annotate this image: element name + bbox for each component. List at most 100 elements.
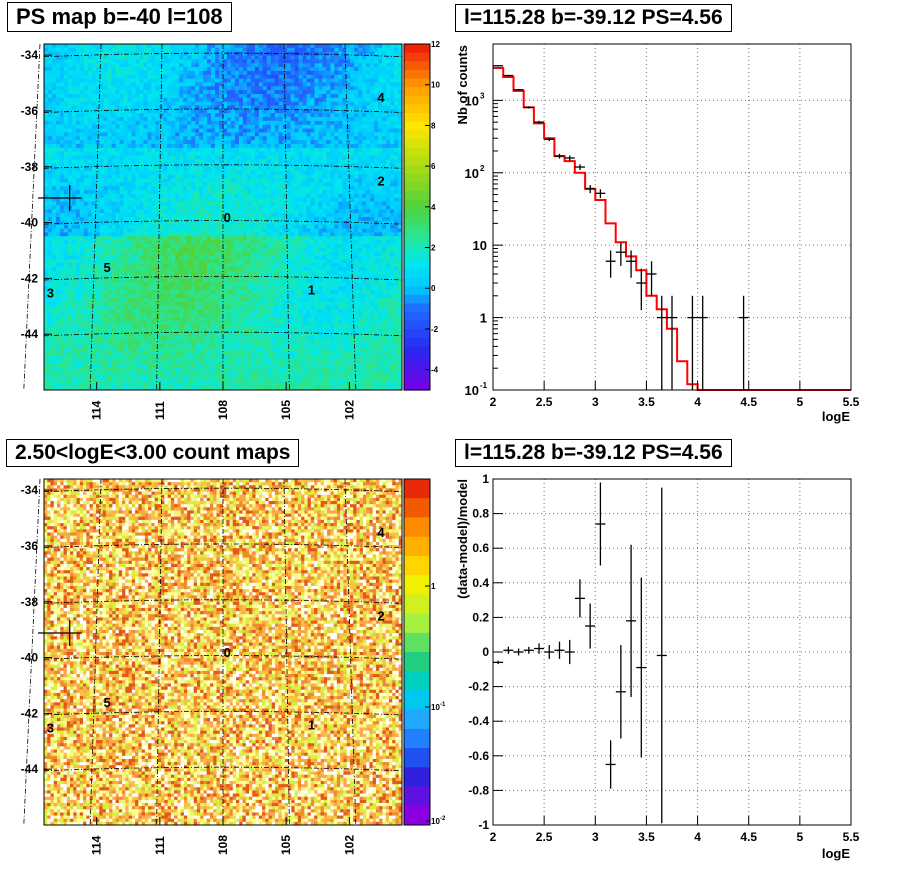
heatmap-cell [238, 128, 244, 133]
heatmap-cell [99, 220, 105, 226]
heatmap-cell [207, 82, 212, 87]
heatmap-cell [207, 355, 212, 360]
heatmap-cell [254, 293, 260, 299]
heatmap-cell [211, 136, 216, 141]
heatmap-cell [103, 128, 109, 133]
heatmap-cell [87, 124, 93, 129]
heatmap-cell [246, 147, 252, 153]
heatmap-cell [135, 378, 140, 383]
heatmap-cell [238, 101, 244, 106]
heatmap-cell [83, 347, 89, 352]
heatmap-cell [47, 55, 53, 60]
heatmap-cell [139, 305, 144, 310]
heatmap-cell [187, 105, 192, 110]
heatmap-cell [242, 309, 248, 314]
heatmap-cell [262, 67, 268, 72]
heatmap-cell [183, 290, 188, 295]
heatmap-cell [87, 55, 93, 60]
heatmap-cell [230, 101, 236, 106]
heatmap-cell [234, 70, 240, 76]
heatmap-cell [167, 151, 172, 156]
heatmap-cell [63, 340, 69, 345]
heatmap-cell [234, 47, 240, 53]
heatmap-cell [151, 240, 156, 245]
heatmap-cell [103, 55, 109, 60]
heatmap-cell [111, 251, 116, 256]
heatmap-cell [115, 90, 120, 95]
heatmap-cell [219, 90, 224, 95]
heatmap-cell [151, 320, 156, 326]
heatmap-cell [83, 324, 89, 329]
heatmap-cell [83, 382, 89, 387]
heatmap-cell [59, 386, 65, 391]
heatmap-cell [147, 255, 152, 260]
heatmap-cell [63, 140, 69, 145]
heatmap-cell [250, 359, 256, 364]
heatmap-cell [219, 78, 224, 83]
heatmap-cell [91, 243, 97, 249]
heatmap-cell [107, 178, 113, 183]
heatmap-cell [67, 174, 73, 179]
heatmap-cell [175, 259, 180, 264]
heatmap-cell [51, 224, 57, 229]
heatmap-cell [55, 47, 61, 53]
heatmap-cell [258, 151, 264, 156]
heatmap-cell [75, 193, 81, 199]
heatmap-cell [143, 324, 148, 329]
heatmap-cell [99, 263, 105, 268]
heatmap-cell [191, 201, 196, 206]
heatmap-cell [234, 63, 240, 68]
heatmap-cell [95, 290, 101, 295]
heatmap-cell [246, 259, 252, 264]
heatmap-cell [151, 386, 156, 391]
heatmap-cell [187, 201, 192, 206]
heatmap-cell [119, 209, 124, 214]
heatmap-cell [234, 351, 240, 356]
heatmap-cell [207, 47, 212, 53]
heatmap-cell [59, 170, 65, 176]
heatmap-cell [234, 44, 240, 49]
heatmap-cell [99, 170, 105, 176]
heatmap-cell [63, 217, 69, 222]
heatmap-cell [51, 117, 57, 122]
heatmap-cell [127, 355, 132, 360]
heatmap-cell [187, 120, 192, 126]
heatmap-cell [99, 274, 105, 279]
heatmap-cell [191, 190, 196, 195]
heatmap-cell [242, 305, 248, 310]
heatmap-cell [226, 355, 232, 360]
heatmap-cell [258, 340, 264, 345]
heatmap-cell [91, 47, 97, 53]
heatmap-cell [143, 117, 148, 122]
heatmap-cell [242, 44, 248, 49]
heatmap-cell [131, 182, 136, 187]
heatmap-cell [107, 193, 113, 199]
heatmap-cell [51, 347, 57, 352]
heatmap-cell [250, 228, 256, 233]
heatmap-cell [226, 370, 232, 376]
heatmap-cell [55, 359, 61, 364]
heatmap-cell [151, 290, 156, 295]
heatmap-cell [83, 205, 89, 210]
heatmap-cell [67, 293, 73, 299]
heatmap-cell [171, 140, 176, 145]
heatmap-cell [99, 243, 105, 249]
heatmap-cell [107, 247, 113, 252]
heatmap-cell [223, 101, 228, 106]
heatmap-cell [147, 105, 152, 110]
heatmap-cell [207, 147, 212, 153]
heatmap-cell [183, 224, 188, 229]
heatmap-cell [135, 109, 140, 114]
heatmap-cell [254, 143, 260, 149]
heatmap-cell [226, 336, 232, 341]
heatmap-cell [67, 263, 73, 268]
heatmap-cell [71, 47, 77, 53]
heatmap-cell [83, 117, 89, 122]
heatmap-cell [171, 70, 176, 76]
heatmap-cell [254, 282, 260, 287]
heatmap-cell [59, 278, 65, 283]
heatmap-cell [143, 301, 148, 306]
heatmap-cell [123, 232, 128, 237]
heatmap-cell [211, 386, 216, 391]
